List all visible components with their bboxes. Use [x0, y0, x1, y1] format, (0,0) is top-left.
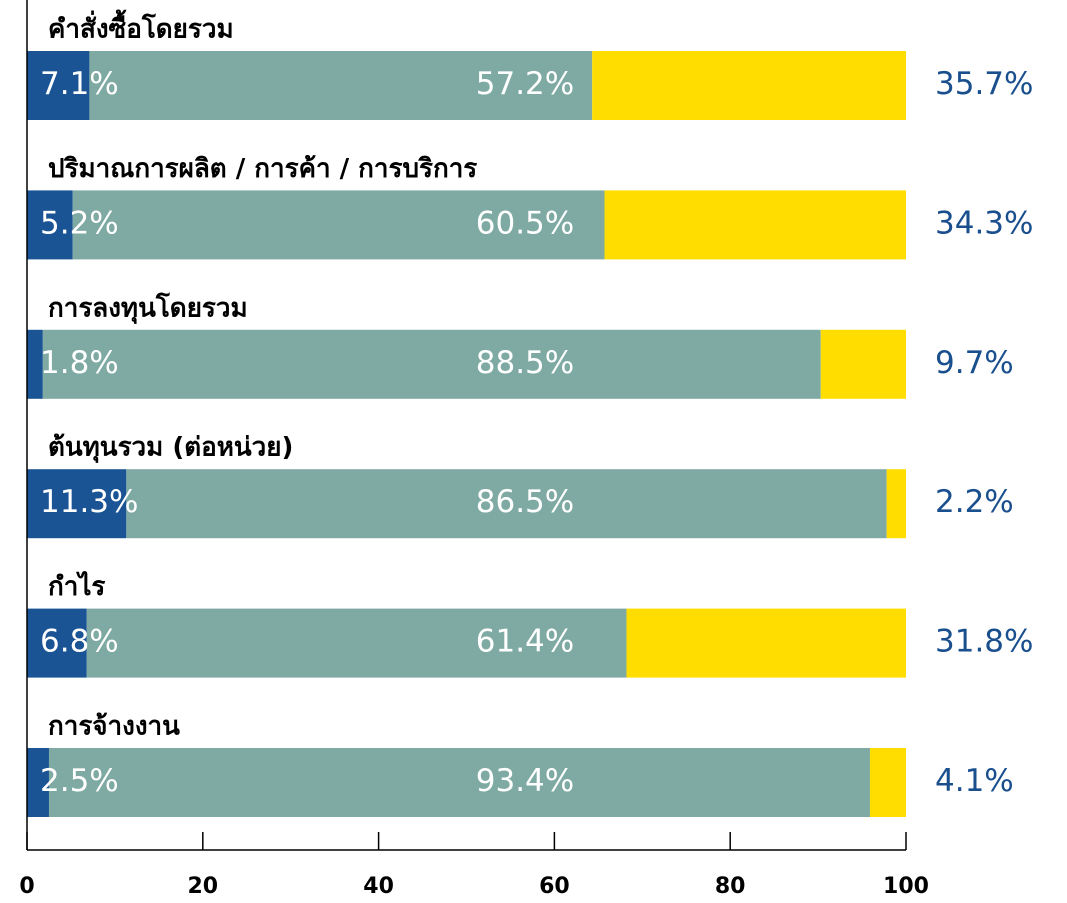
bar-segment	[27, 329, 43, 399]
value-label: 2.5%	[40, 763, 119, 799]
value-label: 11.3%	[40, 484, 138, 520]
value-label: 7.1%	[40, 66, 119, 102]
x-tick-label: 0	[19, 874, 34, 899]
bar-segment	[626, 608, 906, 678]
value-label: 31.8%	[935, 624, 1033, 660]
bar-segment	[869, 748, 906, 817]
bar-segment	[86, 608, 627, 678]
value-label: 5.2%	[40, 205, 119, 241]
x-tick-label: 40	[363, 874, 394, 899]
value-label: 93.4%	[476, 763, 574, 799]
value-label: 9.7%	[935, 345, 1014, 381]
bar-segment	[72, 190, 605, 260]
bar-segment	[27, 748, 49, 817]
category-label: กำไร	[48, 570, 105, 602]
value-label: 60.5%	[476, 205, 574, 241]
category-label: ต้นทุนรวม (ต่อหน่วย)	[48, 433, 293, 464]
value-label: 86.5%	[476, 484, 574, 520]
x-tick-label: 60	[539, 874, 570, 899]
bar-segment	[42, 329, 821, 399]
value-label: 61.4%	[476, 624, 574, 660]
bar-segment	[604, 190, 906, 260]
value-label: 34.3%	[935, 205, 1033, 241]
category-label: ปริมาณการผลิต / การค้า / การบริการ	[48, 154, 477, 184]
category-label: การจ้างงาน	[48, 712, 180, 742]
category-label: คำสั่งซื้อโดยรวม	[48, 9, 234, 45]
value-label: 88.5%	[476, 345, 574, 381]
x-tick-label: 100	[883, 874, 929, 899]
bar-segment	[27, 51, 90, 120]
value-label: 1.8%	[40, 345, 119, 381]
bar-segment	[48, 748, 870, 817]
category-label: การลงทุนโดยรวม	[48, 291, 248, 324]
value-label: 4.1%	[935, 763, 1014, 799]
bar-segment	[820, 329, 906, 399]
bar-segment	[27, 190, 73, 260]
bar-segment	[592, 51, 906, 120]
value-label: 57.2%	[476, 66, 574, 102]
bar-segment	[27, 608, 87, 678]
value-label: 2.2%	[935, 484, 1014, 520]
x-tick-label: 20	[187, 874, 218, 899]
bar-segment	[886, 469, 906, 539]
value-label: 35.7%	[935, 66, 1033, 102]
bar-segment	[27, 469, 127, 539]
bar-segment	[126, 469, 887, 539]
bar-segment	[89, 51, 593, 120]
value-label: 6.8%	[40, 624, 119, 660]
x-tick-label: 80	[715, 874, 746, 899]
